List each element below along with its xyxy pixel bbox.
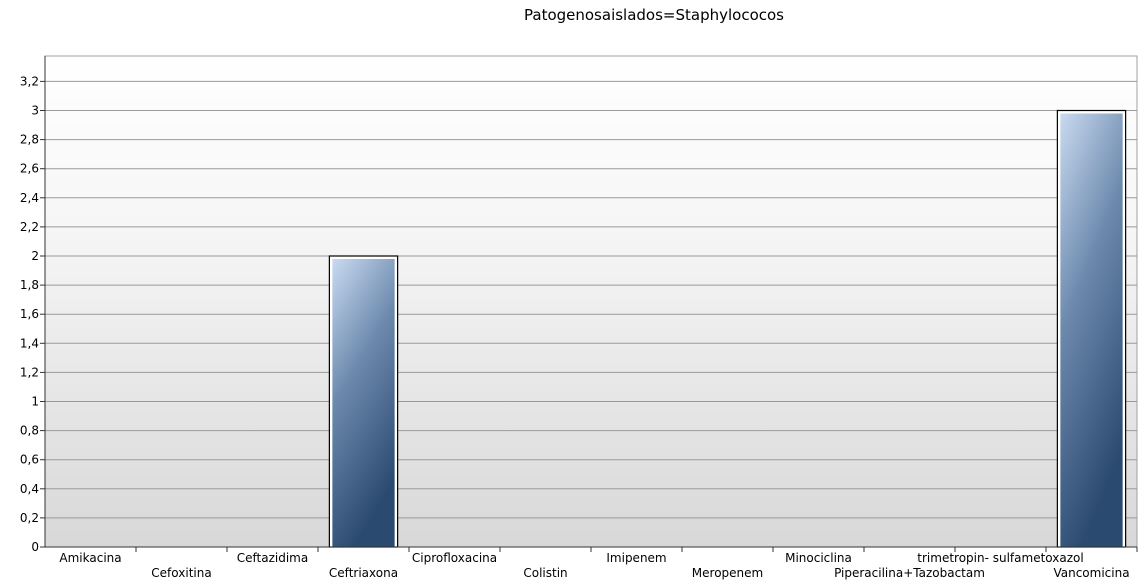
y-axis: 0 0,2 0,4 0,6 0,8 1 1,2 1,4 1,6 1,8 2 2,2 2,4 2,6 2,8 3… <box>20 56 46 554</box>
x-tick-label: Cefoxitina <box>151 566 211 580</box>
x-tick-label: Colistin <box>523 566 567 580</box>
x-axis: Amikacina Cefoxitina Ceftazidima Ceftriaxon… <box>45 546 1138 580</box>
x-tick-label: Vancomicina <box>1053 566 1129 580</box>
y-tick-label: 0,6 <box>20 453 39 467</box>
bar <box>1060 113 1123 547</box>
y-tick-label: 2 <box>31 249 39 263</box>
x-tick-label: Ceftriaxona <box>329 566 398 580</box>
y-tick-label: 2,6 <box>20 162 39 176</box>
bars <box>328 109 1127 548</box>
y-tick-label: 0 <box>31 540 39 554</box>
x-tick-label: Ciprofloxacina <box>412 551 497 565</box>
y-tick-label: 0,8 <box>20 424 39 438</box>
y-tick-label: 0,2 <box>20 511 39 525</box>
y-tick-label: 2,8 <box>20 133 39 147</box>
x-tick-label: Piperacilina+Tazobactam <box>834 566 985 580</box>
y-tick-label: 3 <box>31 104 39 118</box>
plot-background <box>44 55 1138 548</box>
x-tick-label: Imipenem <box>606 551 666 565</box>
chart-title: Patogenosaislados=Staphylococos <box>524 6 784 24</box>
y-tick-label: 2,4 <box>20 191 39 205</box>
y-tick-label: 2,2 <box>20 220 39 234</box>
y-tick-label: 3,2 <box>20 74 39 88</box>
x-tick-label: Minociclina <box>785 551 852 565</box>
y-tick-label: 0,4 <box>20 482 39 496</box>
y-tick-label: 1,6 <box>20 307 39 321</box>
y-tick-label: 1 <box>31 395 39 409</box>
x-tick-label: trimetropin- sulfametoxazol <box>917 551 1083 565</box>
x-tick-label: Meropenem <box>692 566 763 580</box>
x-tick-label: Amikacina <box>59 551 121 565</box>
y-tick-label: 1,2 <box>20 365 39 379</box>
x-tick-label: Ceftazidima <box>237 551 308 565</box>
gridlines <box>45 80 1137 519</box>
bar <box>332 259 395 547</box>
y-tick-label: 1,8 <box>20 278 39 292</box>
y-tick-label: 1,4 <box>20 336 39 350</box>
